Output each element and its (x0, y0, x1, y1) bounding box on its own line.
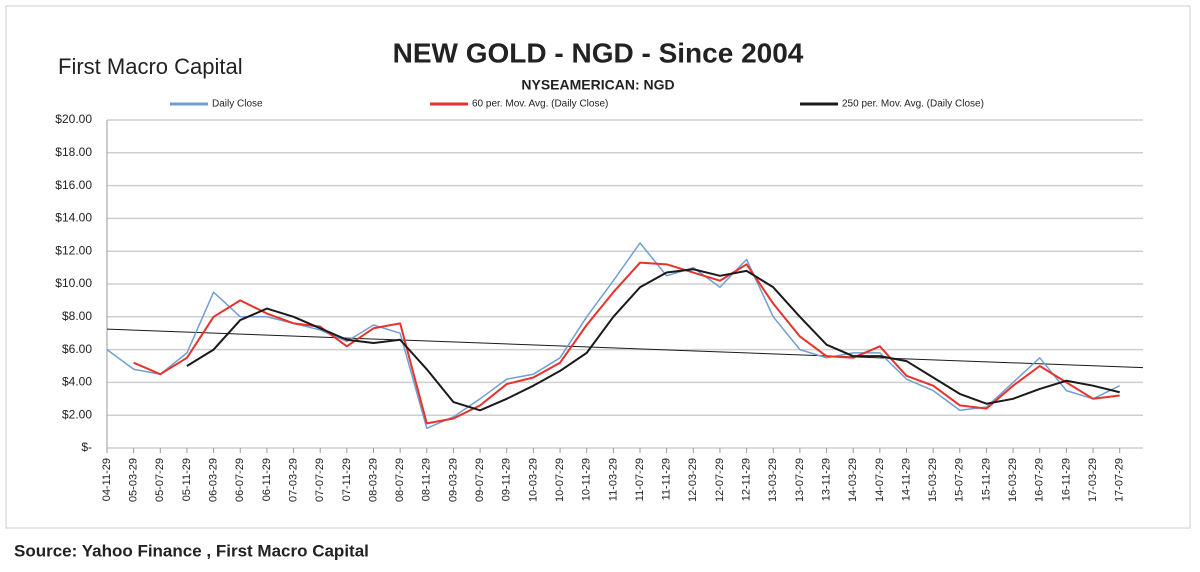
x-tick-label: 06-11-29 (261, 458, 273, 501)
x-tick-label: 09-03-29 (447, 458, 459, 502)
x-tick-label: 05-03-29 (128, 458, 140, 502)
x-tick-label: 13-11-29 (820, 458, 832, 501)
x-tick-label: 04-11-29 (101, 458, 113, 501)
y-tick-label: $12.00 (55, 243, 92, 257)
chart-frame (5, 5, 1191, 529)
y-tick-label: $- (81, 440, 92, 454)
y-tick-label: $10.00 (55, 276, 92, 290)
x-tick-label: 07-11-29 (341, 458, 353, 501)
x-tick-label: 05-11-29 (181, 458, 193, 501)
series-line (186, 268, 1120, 412)
x-tick-label: 09-11-29 (501, 458, 513, 501)
x-tick-label: 09-07-29 (474, 458, 486, 502)
y-tick-label: $6.00 (62, 342, 92, 356)
x-tick-label: 17-07-29 (1114, 458, 1126, 502)
x-tick-label: 14-03-29 (847, 458, 859, 502)
y-tick-label: $4.00 (62, 375, 92, 389)
x-tick-label: 14-11-29 (900, 458, 912, 501)
x-tick-label: 15-07-29 (954, 458, 966, 502)
legend-label: 60 per. Mov. Avg. (Daily Close) (472, 99, 608, 110)
x-tick-label: 13-07-29 (794, 458, 806, 502)
x-tick-label: 12-07-29 (714, 458, 726, 502)
x-tick-label: 06-07-29 (234, 458, 246, 502)
y-tick-label: $18.00 (55, 145, 92, 159)
series-line (133, 261, 1120, 425)
y-tick-label: $20.00 (55, 112, 92, 126)
x-tick-label: 08-03-29 (367, 458, 379, 502)
legend-label: 250 per. Mov. Avg. (Daily Close) (842, 99, 984, 110)
x-tick-label: 13-03-29 (767, 458, 779, 502)
x-tick-label: 08-11-29 (421, 458, 433, 501)
y-tick-label: $8.00 (62, 309, 92, 323)
trend-line (106, 328, 1144, 369)
x-tick-label: 08-07-29 (394, 458, 406, 502)
x-tick-label: 05-07-29 (154, 458, 166, 502)
y-tick-label: $2.00 (62, 407, 92, 421)
x-tick-label: 10-07-29 (554, 458, 566, 502)
x-tick-label: 16-03-29 (1007, 458, 1019, 502)
x-tick-label: 16-07-29 (1034, 458, 1046, 502)
x-tick-label: 14-07-29 (874, 458, 886, 502)
x-tick-label: 17-03-29 (1087, 458, 1099, 502)
x-tick-label: 06-03-29 (208, 458, 220, 502)
x-tick-label: 11-03-29 (607, 458, 619, 501)
source: Source: Yahoo Finance , First Macro Capi… (14, 541, 369, 560)
x-tick-label: 12-11-29 (741, 458, 753, 501)
legend-label: Daily Close (212, 99, 263, 110)
chart-title: NEW GOLD - NGD - Since 2004 (393, 37, 804, 68)
x-tick-label: 10-11-29 (581, 458, 593, 501)
x-tick-label: 07-07-29 (314, 458, 326, 502)
y-tick-label: $16.00 (55, 178, 92, 192)
series-line (106, 242, 1121, 430)
chart-subtitle: NYSEAMERICAN: NGD (521, 77, 674, 93)
x-tick-label: 12-03-29 (687, 458, 699, 502)
x-tick-label: 15-03-29 (927, 458, 939, 502)
x-tick-label: 15-11-29 (980, 458, 992, 501)
x-tick-label: 07-03-29 (287, 458, 299, 502)
y-tick-label: $14.00 (55, 211, 92, 225)
x-tick-label: 11-11-29 (661, 458, 673, 500)
x-tick-label: 11-07-29 (634, 458, 646, 501)
x-tick-label: 10-03-29 (527, 458, 539, 502)
brand: First Macro Capital (58, 54, 243, 79)
x-tick-label: 16-11-29 (1060, 458, 1072, 501)
